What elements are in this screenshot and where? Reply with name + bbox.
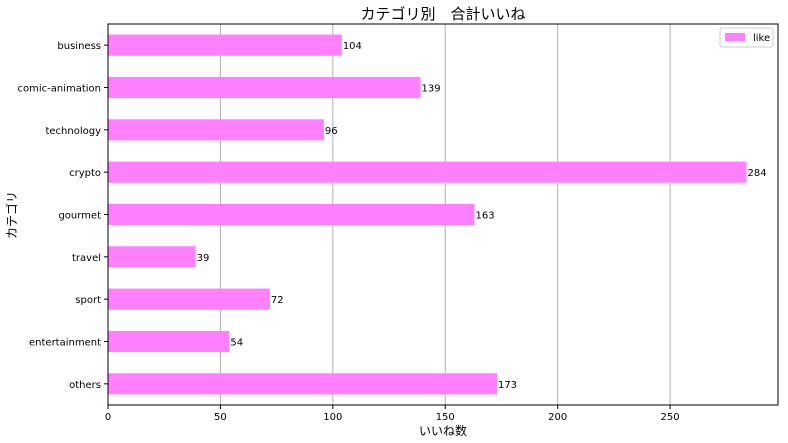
bar-technology [108, 119, 324, 141]
bar-gourmet [108, 203, 475, 226]
data-label-others: 173 [498, 380, 517, 391]
chart-title: カテゴリ別 合計いいね [360, 5, 525, 23]
data-label-business: 104 [343, 41, 362, 52]
data-label-entertainment: 54 [230, 338, 243, 349]
y-tick-label-sport: sport [75, 295, 101, 306]
bar-crypto [108, 161, 747, 183]
data-label-crypto: 284 [748, 168, 767, 179]
x-tick-label: 0 [105, 412, 111, 423]
y-tick-label-travel: travel [72, 253, 101, 264]
y-axis-title: カテゴリ [4, 191, 19, 239]
bar-others [108, 373, 497, 395]
y-axis-ticks: business comic-animation technology crypto g… [17, 41, 108, 391]
x-tick-label: 150 [436, 412, 455, 423]
bar-sport [108, 288, 270, 310]
x-tick-label: 250 [661, 412, 680, 423]
x-tick-label: 100 [323, 412, 342, 423]
bar-entertainment [108, 330, 230, 353]
x-axis-ticks: 0 50 100 150 200 250 [105, 405, 680, 423]
x-axis-title: いいね数 [419, 423, 467, 438]
legend: like [719, 27, 774, 48]
data-label-technology: 96 [325, 126, 338, 137]
bar-travel [108, 246, 196, 268]
data-label-travel: 39 [197, 253, 210, 264]
legend-box [719, 27, 774, 48]
legend-swatch [725, 33, 745, 41]
bar-business [108, 34, 342, 56]
y-tick-label-crypto: crypto [69, 168, 101, 179]
x-tick-label: 200 [548, 412, 567, 423]
y-tick-label-others: others [69, 380, 101, 391]
bar-comic-animation [108, 76, 421, 99]
y-tick-label-gourmet: gourmet [58, 211, 101, 222]
data-label-gourmet: 163 [475, 211, 494, 222]
x-tick-label: 50 [214, 412, 227, 423]
y-tick-label-entertainment: entertainment [29, 338, 101, 349]
data-label-sport: 72 [271, 295, 284, 306]
legend-label-like: like [753, 33, 770, 44]
y-tick-label-comic-animation: comic-animation [17, 84, 101, 95]
bars: 104 139 96 284 163 39 72 54 173 [108, 34, 767, 395]
y-tick-label-technology: technology [45, 126, 101, 137]
y-tick-label-business: business [57, 41, 101, 52]
data-label-comic-animation: 139 [422, 84, 441, 95]
